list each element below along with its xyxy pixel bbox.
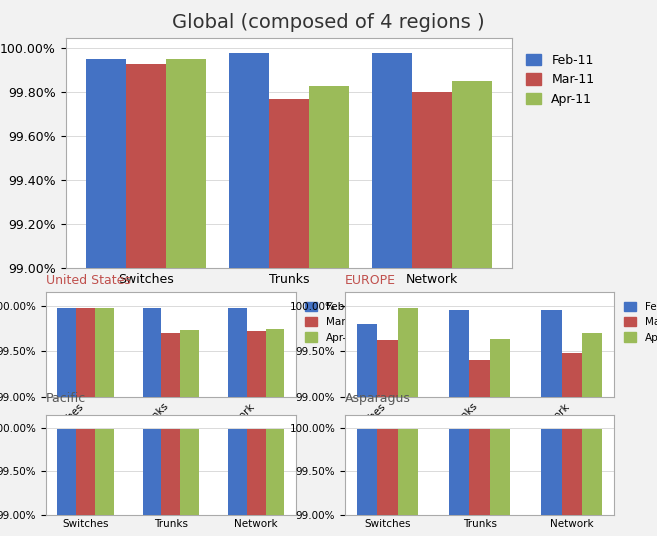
Bar: [228, 429, 247, 536]
Bar: [180, 330, 199, 536]
Bar: [247, 429, 265, 536]
Bar: [452, 81, 492, 536]
Bar: [357, 324, 377, 536]
Bar: [143, 309, 162, 536]
Bar: [162, 333, 180, 536]
Bar: [162, 429, 180, 536]
Text: United States: United States: [46, 274, 131, 287]
Bar: [377, 429, 397, 536]
Bar: [397, 429, 418, 536]
Bar: [76, 308, 95, 536]
Bar: [357, 429, 377, 536]
Text: Pacific: Pacific: [46, 392, 86, 405]
Bar: [470, 429, 489, 536]
Bar: [95, 309, 114, 536]
Bar: [247, 331, 265, 536]
Bar: [377, 340, 397, 536]
Bar: [57, 308, 76, 536]
Bar: [489, 429, 510, 536]
Bar: [265, 429, 284, 536]
Legend: Feb-11, Mar-11, Apr-11: Feb-11, Mar-11, Apr-11: [301, 297, 366, 347]
Bar: [57, 429, 76, 536]
Bar: [449, 429, 470, 536]
Bar: [562, 429, 582, 536]
Text: Global (composed of 4 regions ): Global (composed of 4 regions ): [172, 13, 485, 32]
Bar: [229, 53, 269, 536]
Text: EUROPE: EUROPE: [345, 274, 396, 287]
Bar: [269, 99, 309, 536]
Bar: [541, 310, 562, 536]
Text: Asparagus: Asparagus: [345, 392, 411, 405]
Bar: [372, 53, 412, 536]
Bar: [449, 310, 470, 536]
Bar: [582, 333, 602, 536]
Legend: Feb-11, Mar-11, Apr-11: Feb-11, Mar-11, Apr-11: [620, 297, 657, 347]
Bar: [166, 59, 206, 536]
Bar: [397, 308, 418, 536]
Bar: [489, 339, 510, 536]
Bar: [180, 429, 199, 536]
Bar: [126, 64, 166, 536]
Bar: [309, 86, 349, 536]
Bar: [541, 429, 562, 536]
Bar: [228, 308, 247, 536]
Bar: [582, 429, 602, 536]
Bar: [143, 429, 162, 536]
Bar: [76, 429, 95, 536]
Legend: Feb-11, Mar-11, Apr-11: Feb-11, Mar-11, Apr-11: [522, 49, 600, 110]
Bar: [86, 59, 126, 536]
Bar: [265, 330, 284, 536]
Bar: [562, 353, 582, 536]
Bar: [95, 429, 114, 536]
Bar: [412, 92, 452, 536]
Bar: [470, 360, 489, 536]
